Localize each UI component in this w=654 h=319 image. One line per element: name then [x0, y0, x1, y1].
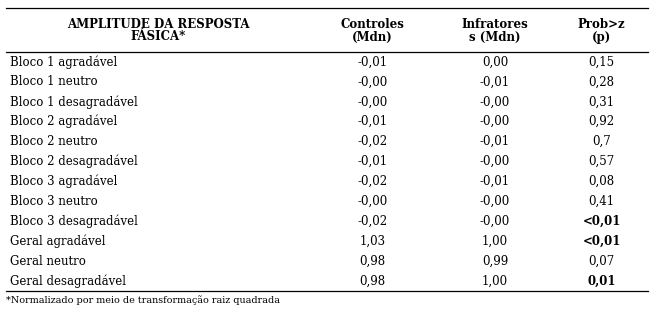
Text: 1,00: 1,00	[482, 275, 508, 287]
Text: *Normalizado por meio de transformação raiz quadrada: *Normalizado por meio de transformação r…	[6, 295, 280, 305]
Text: <0,01: <0,01	[582, 215, 621, 228]
Text: -0,01: -0,01	[480, 75, 510, 88]
Text: -0,00: -0,00	[480, 115, 510, 128]
Text: <0,01: <0,01	[582, 235, 621, 248]
Text: Prob>z: Prob>z	[577, 19, 625, 32]
Text: (p): (p)	[592, 31, 611, 43]
Text: 0,41: 0,41	[589, 195, 615, 208]
Text: Bloco 3 neutro: Bloco 3 neutro	[10, 195, 97, 208]
Text: 0,00: 0,00	[482, 56, 508, 69]
Text: 0,57: 0,57	[589, 155, 615, 168]
Text: 0,08: 0,08	[589, 175, 615, 188]
Text: 0,15: 0,15	[589, 56, 615, 69]
Text: -0,02: -0,02	[358, 175, 388, 188]
Text: 1,03: 1,03	[360, 235, 386, 248]
Text: Geral desagradável: Geral desagradável	[10, 274, 126, 288]
Text: 0,07: 0,07	[589, 255, 615, 268]
Text: s (Mdn): s (Mdn)	[470, 31, 521, 43]
Text: 0,98: 0,98	[360, 255, 386, 268]
Text: 0,99: 0,99	[482, 255, 508, 268]
Text: -0,00: -0,00	[480, 95, 510, 108]
Text: Bloco 3 desagradável: Bloco 3 desagradável	[10, 215, 138, 228]
Text: 0,98: 0,98	[360, 275, 386, 287]
Text: Geral neutro: Geral neutro	[10, 255, 86, 268]
Text: -0,02: -0,02	[358, 215, 388, 228]
Text: -0,00: -0,00	[357, 195, 388, 208]
Text: -0,01: -0,01	[358, 155, 388, 168]
Text: FÁSICA*: FÁSICA*	[130, 31, 186, 43]
Text: -0,01: -0,01	[480, 175, 510, 188]
Text: -0,01: -0,01	[358, 115, 388, 128]
Text: -0,00: -0,00	[480, 155, 510, 168]
Text: -0,01: -0,01	[358, 56, 388, 69]
Text: 0,92: 0,92	[589, 115, 615, 128]
Text: Bloco 2 neutro: Bloco 2 neutro	[10, 135, 97, 148]
Text: -0,02: -0,02	[358, 135, 388, 148]
Text: (Mdn): (Mdn)	[352, 31, 393, 43]
Text: Geral agradável: Geral agradável	[10, 234, 105, 248]
Text: -0,00: -0,00	[357, 75, 388, 88]
Text: -0,00: -0,00	[480, 195, 510, 208]
Text: 0,28: 0,28	[589, 75, 615, 88]
Text: 0,01: 0,01	[587, 275, 616, 287]
Text: Bloco 2 agradável: Bloco 2 agradável	[10, 115, 117, 129]
Text: -0,01: -0,01	[480, 135, 510, 148]
Text: Controles: Controles	[341, 19, 404, 32]
Text: -0,00: -0,00	[480, 215, 510, 228]
Text: 0,31: 0,31	[589, 95, 615, 108]
Text: Bloco 1 desagradável: Bloco 1 desagradável	[10, 95, 138, 108]
Text: Bloco 3 agradável: Bloco 3 agradável	[10, 175, 117, 188]
Text: Infratores: Infratores	[462, 19, 528, 32]
Text: 0,7: 0,7	[592, 135, 611, 148]
Text: Bloco 2 desagradável: Bloco 2 desagradável	[10, 155, 138, 168]
Text: -0,00: -0,00	[357, 95, 388, 108]
Text: Bloco 1 neutro: Bloco 1 neutro	[10, 75, 97, 88]
Text: Bloco 1 agradável: Bloco 1 agradável	[10, 55, 117, 69]
Text: 1,00: 1,00	[482, 235, 508, 248]
Text: AMPLITUDE DA RESPOSTA: AMPLITUDE DA RESPOSTA	[67, 19, 249, 32]
